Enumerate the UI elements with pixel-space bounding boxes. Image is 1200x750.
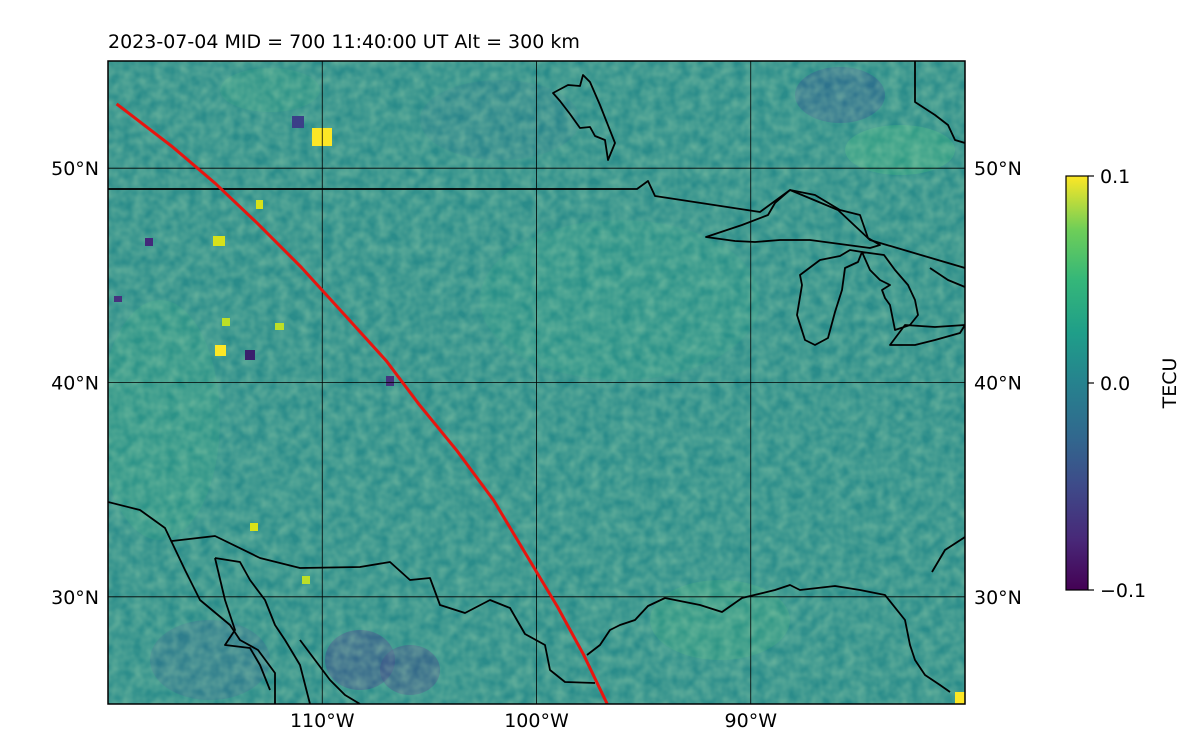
pacific-mainland [299, 639, 361, 704]
us-canada-border [108, 180, 965, 269]
lake-superior [705, 189, 881, 249]
colorbar-gradient [1065, 175, 1089, 591]
coastlines [108, 61, 965, 704]
georgian-bay [929, 267, 965, 288]
lon-tick-label: 110°W [290, 710, 355, 732]
lat-tick-label-left: 30°N [51, 587, 99, 609]
graticule [108, 61, 965, 704]
hudson-bay-coast [552, 74, 616, 161]
colorbar-tick-label: 0.1 [1100, 166, 1130, 188]
colorbar-ticks: 0.1 0.0 −0.1 [1088, 166, 1146, 602]
lat-tick-label-right: 50°N [974, 158, 1022, 180]
lat-labels-right: 50°N 40°N 30°N [974, 158, 1022, 609]
map-panel [108, 61, 965, 704]
figure-title: 2023-07-04 MID = 700 11:40:00 UT Alt = 3… [108, 31, 580, 53]
lat-tick-label-right: 30°N [974, 587, 1022, 609]
colorbar: 0.1 0.0 −0.1 TECU [1065, 166, 1181, 602]
arctic-coast [914, 61, 965, 144]
lake-erie-ontario [889, 324, 965, 346]
baja-coast [108, 501, 276, 704]
baja-peninsula [214, 557, 311, 704]
lon-tick-label: 90°W [725, 710, 778, 732]
satellite-track [115, 102, 609, 704]
gulf-coast [586, 584, 951, 693]
mexico-border [171, 535, 596, 684]
lat-tick-label-left: 40°N [51, 373, 99, 395]
lon-labels: 110°W 100°W 90°W [290, 710, 777, 732]
sea-of-cortez [214, 557, 271, 691]
map-frame [107, 60, 966, 705]
lat-labels-left: 50°N 40°N 30°N [51, 158, 99, 609]
lat-tick-label-left: 50°N [51, 158, 99, 180]
lon-tick-label: 100°W [504, 710, 569, 732]
lake-michigan [796, 249, 863, 346]
colorbar-tick-label: 0.0 [1100, 373, 1130, 395]
lake-huron [861, 251, 919, 331]
lat-tick-label-right: 40°N [974, 373, 1022, 395]
colorbar-tick-label: −0.1 [1100, 580, 1146, 602]
florida-peninsula [931, 536, 965, 573]
colorbar-label: TECU [1159, 358, 1181, 410]
